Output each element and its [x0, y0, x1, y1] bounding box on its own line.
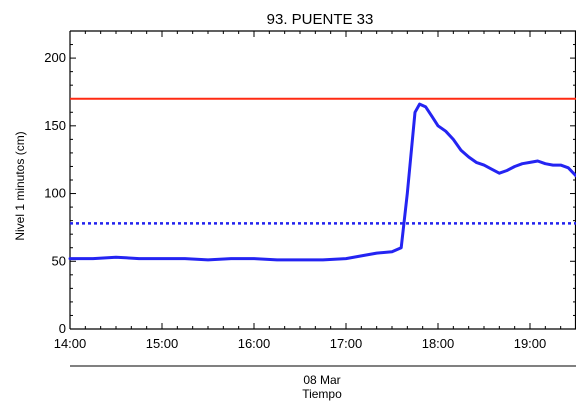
- x-axis-label: Tiempo: [302, 387, 342, 401]
- series-line: [68, 102, 576, 262]
- y-tick-label: 100: [44, 186, 66, 201]
- chart-title: 93. PUENTE 33: [267, 11, 374, 28]
- y-tick-label: 50: [52, 253, 66, 268]
- x-tick-label: 18:00: [422, 336, 455, 351]
- x-axis-date-label: 08 Mar: [303, 373, 340, 387]
- y-tick-label: 0: [59, 321, 66, 336]
- x-tick-label: 16:00: [238, 336, 271, 351]
- x-tick-label: 17:00: [330, 336, 363, 351]
- y-tick-label: 200: [44, 50, 66, 65]
- x-tick-label: 15:00: [146, 336, 179, 351]
- y-axis-label: Nivel 1 minutos (cm): [13, 131, 27, 240]
- y-tick-label: 150: [44, 118, 66, 133]
- x-tick-label: 14:00: [54, 336, 87, 351]
- x-tick-label: 19:00: [514, 336, 547, 351]
